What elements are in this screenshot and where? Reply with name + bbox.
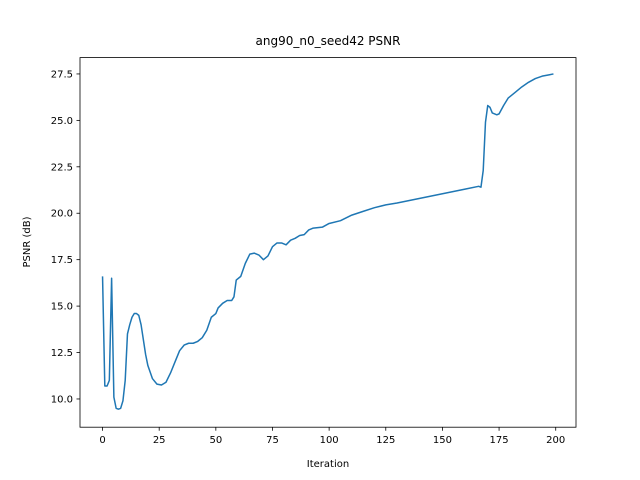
x-tick-label: 150 [433,435,452,446]
y-tick-label: 20.0 [51,209,73,220]
x-tick-label: 100 [320,435,339,446]
x-tick-label: 25 [153,435,166,446]
x-tick-label: 200 [546,435,565,446]
y-axis-label: PSNR (dB) [22,216,33,267]
y-tick-label: 27.5 [51,69,73,80]
x-tick-label: 125 [376,435,395,446]
chart-title: ang90_n0_seed42 PSNR [256,34,401,48]
y-tick-label: 25.0 [51,116,73,127]
y-tick-label: 10.0 [51,394,73,405]
x-tick-label: 75 [266,435,279,446]
y-tick-label: 17.5 [51,255,73,266]
data-line [101,73,554,410]
y-tick-label: 15.0 [51,302,73,313]
x-axis-label: Iteration [307,459,349,470]
x-tick-label: 175 [490,435,509,446]
y-tick-label: 22.5 [51,162,73,173]
y-tick-label: 12.5 [51,348,73,359]
plot-frame [79,57,577,428]
x-tick-label: 0 [99,435,105,446]
x-tick-label: 50 [209,435,222,446]
